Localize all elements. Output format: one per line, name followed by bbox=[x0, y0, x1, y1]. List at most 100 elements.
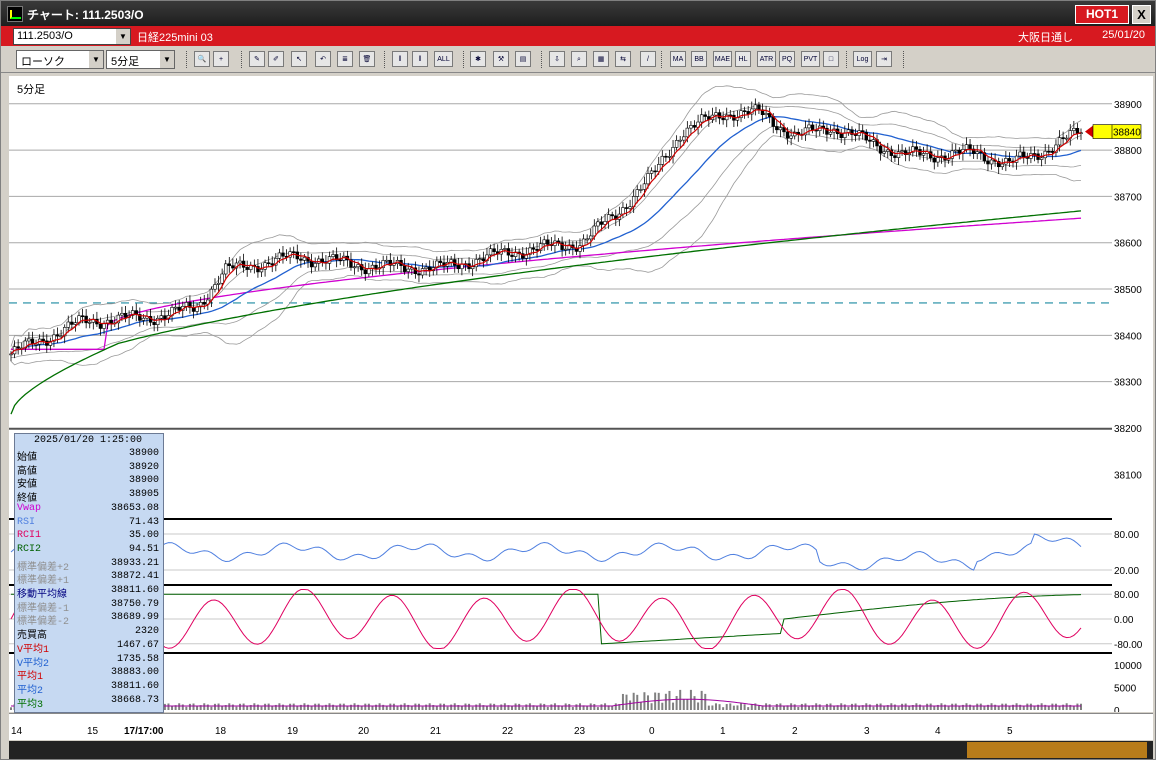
all-button[interactable]: ALL bbox=[434, 51, 453, 67]
candle-body bbox=[1061, 137, 1065, 140]
volume-bar bbox=[607, 705, 610, 710]
candle-mode-icon[interactable]: ‖ bbox=[392, 51, 408, 67]
candle-body bbox=[1004, 158, 1008, 165]
undo-icon[interactable]: ↶ bbox=[315, 51, 331, 67]
volume-bar bbox=[253, 703, 256, 710]
volume-bar bbox=[664, 693, 667, 710]
candle-body bbox=[70, 321, 74, 325]
close-button[interactable]: X bbox=[1132, 5, 1151, 24]
scroll-thumb[interactable] bbox=[967, 742, 1147, 758]
volume-bar bbox=[872, 706, 875, 710]
color-icon[interactable]: ▤ bbox=[515, 51, 531, 67]
candle-body bbox=[918, 149, 922, 156]
volume-bar bbox=[911, 704, 914, 710]
candle-body bbox=[868, 139, 872, 142]
pencil-icon[interactable]: ✎ bbox=[249, 51, 265, 67]
rci2-line bbox=[11, 593, 1082, 645]
price-tick-label: 38500 bbox=[1114, 285, 1142, 296]
candle-body bbox=[807, 124, 811, 129]
candle-body bbox=[782, 127, 786, 133]
volume-bar bbox=[199, 705, 202, 710]
volume-bar bbox=[661, 702, 664, 710]
info-key: 標準偏差-2 bbox=[17, 617, 70, 629]
candle-body bbox=[753, 104, 758, 110]
ma-button[interactable]: MA bbox=[670, 51, 686, 67]
volume-bar bbox=[564, 703, 567, 710]
timeframe-select[interactable]: 5分足 ▼ bbox=[106, 50, 175, 69]
hl-button[interactable]: HL bbox=[735, 51, 751, 67]
candle-body bbox=[739, 110, 743, 118]
chart-canvas[interactable] bbox=[9, 76, 1112, 712]
candle-body bbox=[138, 314, 142, 321]
settings-icon[interactable]: ✱ bbox=[470, 51, 486, 67]
export-icon[interactable]: ⇥ bbox=[876, 51, 892, 67]
time-label: 4 bbox=[935, 726, 941, 737]
chart-app-icon bbox=[7, 6, 23, 22]
document-icon[interactable]: ≣ bbox=[337, 51, 353, 67]
volume-bar bbox=[546, 706, 549, 710]
disabled-icon[interactable]: / bbox=[640, 51, 656, 67]
volume-bar bbox=[267, 703, 270, 710]
chevron-down-icon[interactable]: ▼ bbox=[89, 51, 103, 68]
atr-button[interactable]: ATR bbox=[757, 51, 776, 67]
crosshair-icon[interactable]: + bbox=[213, 51, 229, 67]
bb-button[interactable]: BB bbox=[691, 51, 707, 67]
chart-area[interactable] bbox=[9, 76, 1112, 712]
volume-bar bbox=[339, 703, 342, 710]
candle-body bbox=[975, 151, 979, 154]
candle-body bbox=[48, 340, 53, 346]
zoom-icon[interactable]: 🔍 bbox=[194, 51, 210, 67]
draw-tool-icon[interactable]: ✐ bbox=[268, 51, 284, 67]
title-bar[interactable]: チャート: 111.2503/O HOT1 X bbox=[1, 1, 1155, 26]
candle-body bbox=[989, 159, 994, 165]
moving-average-2-line bbox=[10, 116, 1082, 355]
candle-body bbox=[313, 263, 317, 268]
volume-bar bbox=[278, 703, 281, 710]
pq-button[interactable]: PQ bbox=[779, 51, 795, 67]
volume-bar bbox=[732, 705, 735, 710]
time-label: 17/17:00 bbox=[124, 726, 164, 737]
log-button[interactable]: Log bbox=[853, 51, 872, 67]
wrench-icon[interactable]: ⚒ bbox=[493, 51, 509, 67]
volume-bar bbox=[1065, 703, 1068, 710]
trash-icon[interactable]: 🗑 bbox=[359, 51, 375, 67]
candle-body bbox=[660, 155, 665, 165]
info-key: 標準偏差-1 bbox=[17, 603, 70, 615]
mae-button[interactable]: MAE bbox=[713, 51, 732, 67]
pvt-button[interactable]: PVT bbox=[801, 51, 820, 67]
window-icon[interactable]: □ bbox=[823, 51, 839, 67]
volume-bar bbox=[521, 706, 524, 710]
indicator-icon[interactable]: ▦ bbox=[593, 51, 609, 67]
candle-body bbox=[624, 207, 629, 209]
arrow-down-icon[interactable]: ⇩ bbox=[549, 51, 565, 67]
symbol-select[interactable]: 111.2503/O ▼ bbox=[13, 28, 131, 45]
volume-bar bbox=[518, 703, 521, 710]
pointer-icon[interactable]: ↖ bbox=[291, 51, 307, 67]
chevron-down-icon[interactable]: ▼ bbox=[160, 51, 174, 68]
volume-bar bbox=[396, 706, 399, 710]
candle-body bbox=[653, 170, 657, 173]
volume-bar bbox=[926, 703, 929, 710]
volume-bar bbox=[811, 705, 814, 710]
volume-bar bbox=[922, 706, 925, 710]
price-tick-label: 38700 bbox=[1114, 192, 1142, 203]
info-key: 安値 bbox=[17, 480, 37, 492]
volume-bar bbox=[782, 705, 785, 710]
compare-icon[interactable]: ⇆ bbox=[615, 51, 631, 67]
volume-bar bbox=[421, 706, 424, 710]
volume-bar bbox=[600, 704, 603, 710]
volume-average-line bbox=[11, 698, 1081, 707]
search-icon[interactable]: ⌕ bbox=[571, 51, 587, 67]
chart-scrollbar[interactable] bbox=[9, 741, 1153, 759]
volume-bar bbox=[704, 693, 707, 710]
chevron-down-icon[interactable]: ▼ bbox=[116, 29, 130, 44]
candle-body bbox=[381, 260, 385, 268]
volume-bar bbox=[528, 703, 531, 710]
hot-badge-button[interactable]: HOT1 bbox=[1075, 5, 1129, 24]
info-key: 平均1 bbox=[17, 672, 44, 684]
chart-type-select[interactable]: ローソク ▼ bbox=[16, 50, 104, 69]
candle-mode-2-icon[interactable]: ‖ bbox=[412, 51, 428, 67]
info-value: 2320 bbox=[134, 626, 159, 638]
volume-bar bbox=[972, 706, 975, 710]
candle-body bbox=[542, 239, 546, 245]
